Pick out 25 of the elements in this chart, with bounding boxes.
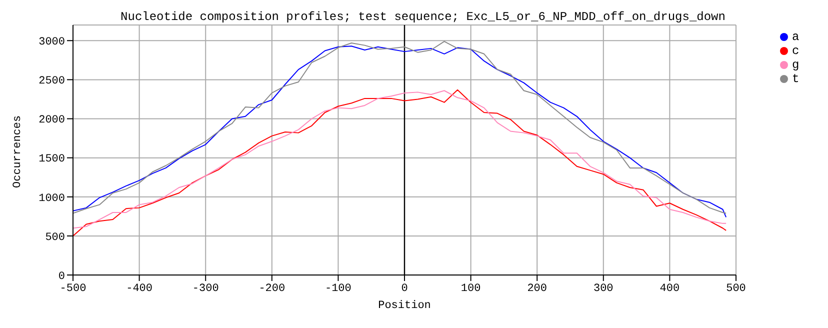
x-tick-label: -300 — [192, 282, 219, 295]
y-tick-label: 1500 — [38, 154, 65, 166]
legend-label: a — [792, 30, 800, 44]
y-axis-title: Occurrences — [12, 115, 24, 188]
x-tick-label: 500 — [726, 282, 746, 295]
x-tick-label: 200 — [527, 282, 548, 295]
y-tick-label: 1000 — [38, 192, 65, 205]
x-axis-title: Position — [378, 300, 431, 312]
y-tick-label: 3000 — [38, 36, 65, 49]
chart-title: Nucleotide composition profiles; test sequence; Exc_L5_or_6_NP_MDD_off_on_drugs_down — [120, 10, 726, 24]
x-tick-label: 100 — [460, 282, 481, 295]
x-tick-label: 0 — [401, 282, 408, 295]
x-tick-label: -500 — [60, 282, 86, 295]
y-tick-label: 2000 — [38, 114, 65, 127]
legend-label: t — [792, 72, 800, 86]
x-tick-label: -400 — [126, 282, 153, 295]
y-tick-label: 2500 — [38, 76, 65, 88]
x-tick-label: 400 — [660, 282, 680, 295]
x-tick-label: -100 — [324, 282, 352, 295]
y-tick-label: 0 — [58, 270, 65, 283]
legend-label: c — [792, 44, 800, 58]
x-tick-label: 300 — [593, 282, 614, 295]
y-tick-label: 500 — [45, 232, 65, 244]
legend-label: g — [792, 58, 800, 72]
x-tick-label: -200 — [258, 282, 286, 295]
